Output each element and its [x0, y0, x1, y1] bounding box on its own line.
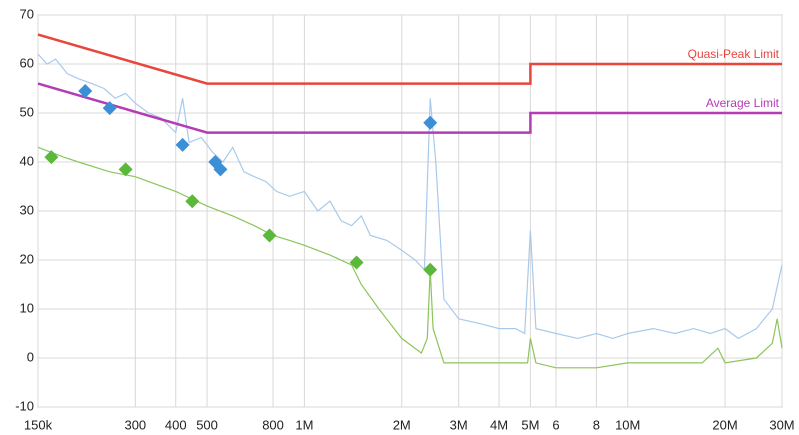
- x-tick-label: 400: [165, 417, 187, 432]
- marker: [78, 83, 93, 98]
- marker: [213, 162, 228, 177]
- x-tick-label: 2M: [393, 417, 411, 432]
- x-tick-label: 800: [262, 417, 284, 432]
- y-tick-label: 10: [20, 300, 34, 315]
- limit-line: [37, 82, 782, 134]
- x-tick-label: 500: [196, 417, 218, 432]
- x-tick-label: 20M: [712, 417, 737, 432]
- marker: [349, 255, 364, 270]
- marker: [102, 101, 117, 116]
- limit-label: Average Limit: [706, 96, 780, 110]
- marker: [423, 115, 438, 130]
- y-tick-label: 60: [20, 55, 34, 70]
- x-tick-label: 8: [593, 417, 600, 432]
- x-tick-label: 3M: [450, 417, 468, 432]
- marker: [423, 262, 438, 277]
- x-tick-label: 6: [552, 417, 559, 432]
- limit-line: [37, 33, 782, 85]
- y-tick-label: -10: [15, 398, 34, 413]
- x-tick-label: 300: [124, 417, 146, 432]
- y-tick-label: 20: [20, 251, 34, 266]
- x-tick-label: 4M: [490, 417, 508, 432]
- marker: [44, 150, 59, 165]
- marker: [185, 194, 200, 209]
- x-tick-label: 1M: [295, 417, 313, 432]
- marker: [262, 228, 277, 243]
- x-tick-label: 150k: [24, 417, 53, 432]
- trace: [37, 146, 783, 369]
- limit-label: Quasi-Peak Limit: [688, 47, 780, 61]
- marker: [118, 162, 133, 177]
- y-tick-label: 70: [20, 6, 34, 21]
- x-tick-label: 5M: [521, 417, 539, 432]
- y-tick-label: 0: [27, 349, 34, 364]
- x-tick-label: 10M: [615, 417, 640, 432]
- y-tick-label: 30: [20, 202, 34, 217]
- x-tick-label: 30M: [769, 417, 794, 432]
- y-tick-label: 40: [20, 153, 34, 168]
- y-tick-label: 50: [20, 104, 34, 119]
- trace: [37, 53, 783, 340]
- marker: [175, 137, 190, 152]
